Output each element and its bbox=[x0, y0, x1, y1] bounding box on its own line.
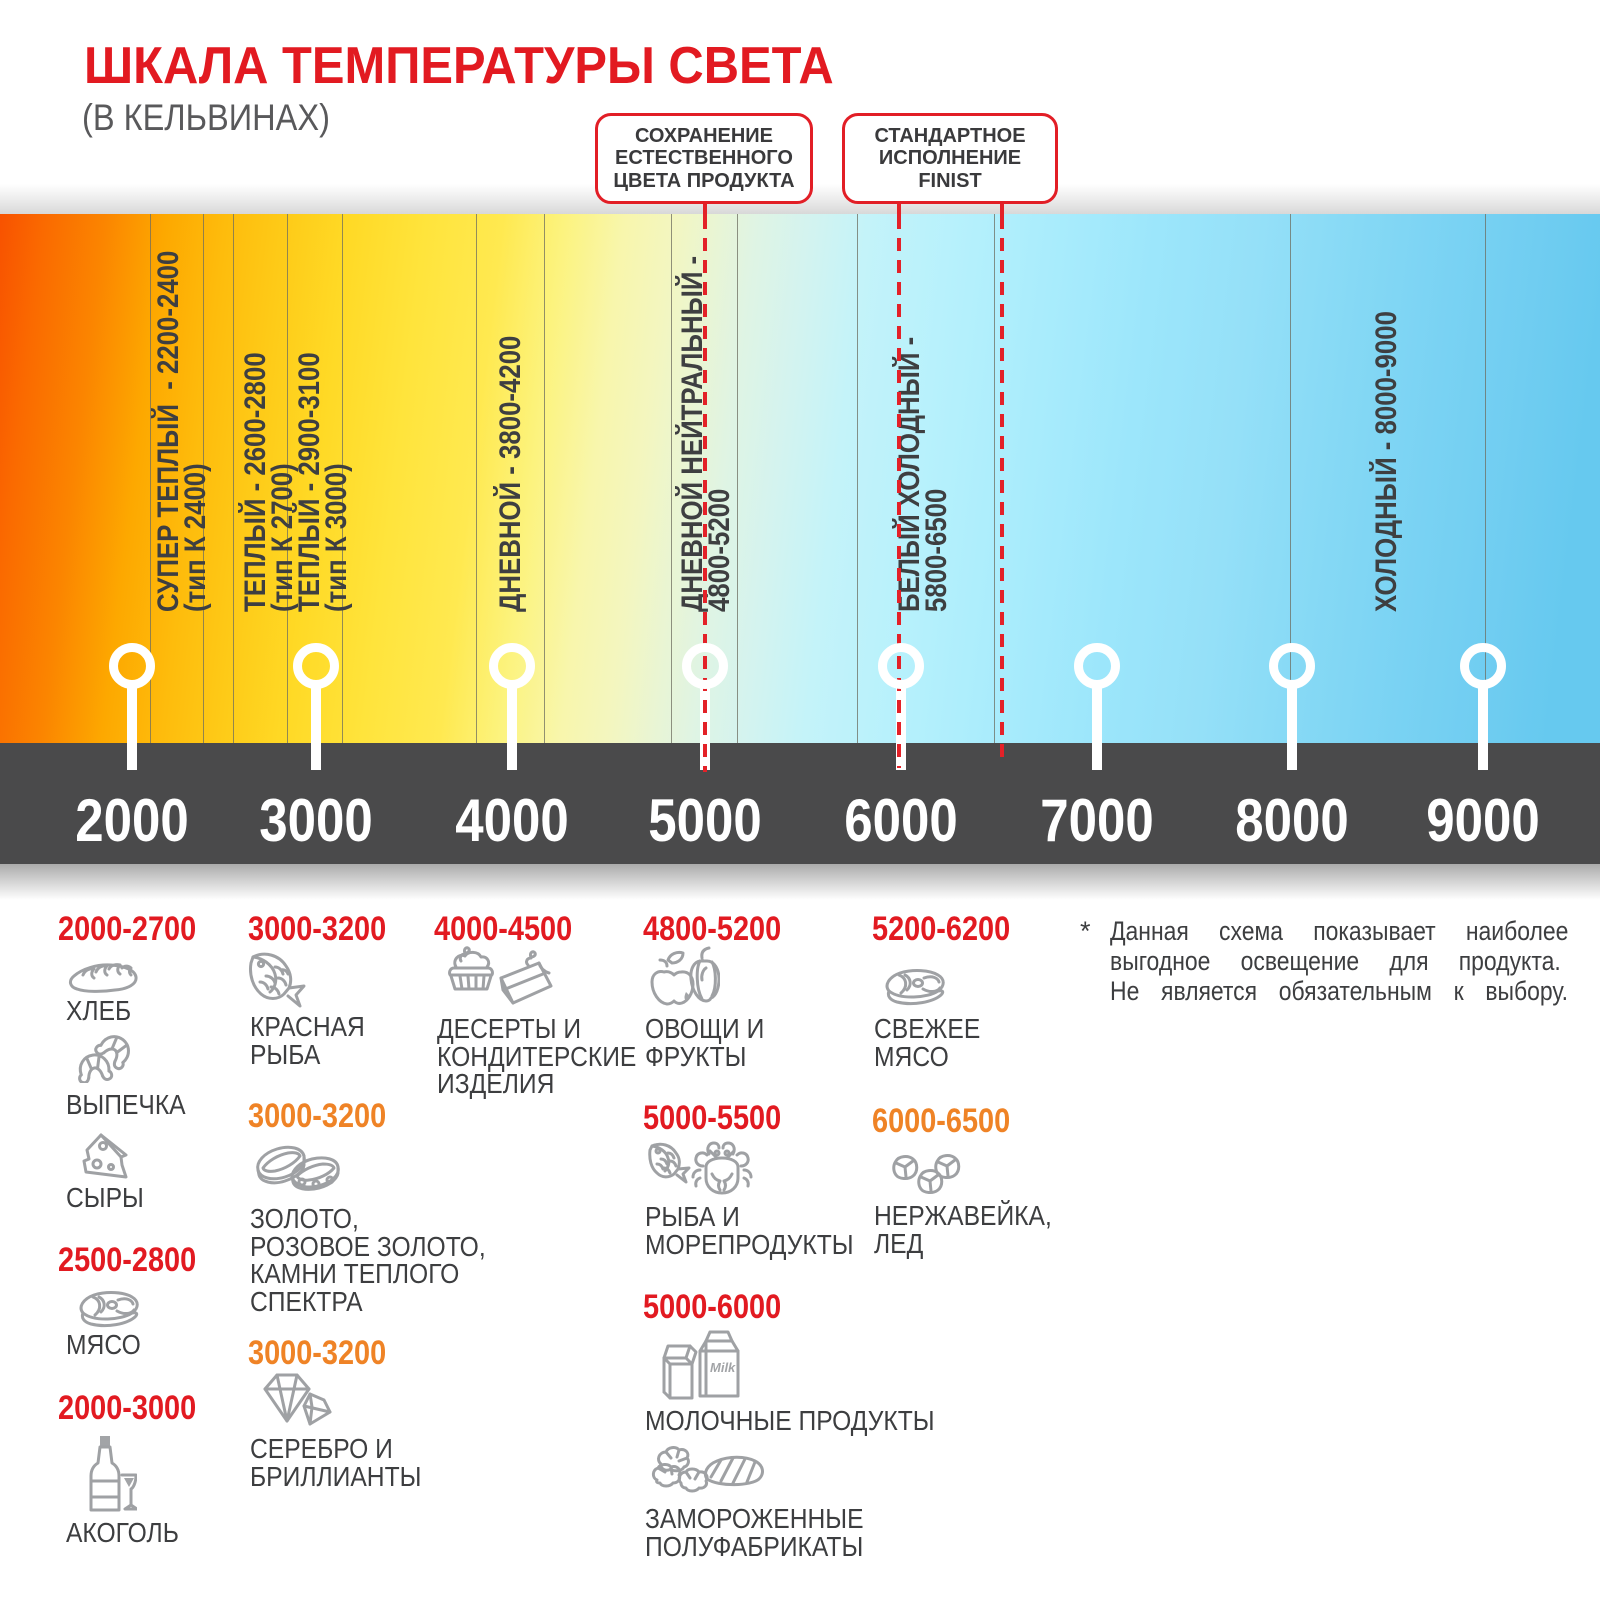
svg-text:Milk: Milk bbox=[710, 1360, 736, 1375]
